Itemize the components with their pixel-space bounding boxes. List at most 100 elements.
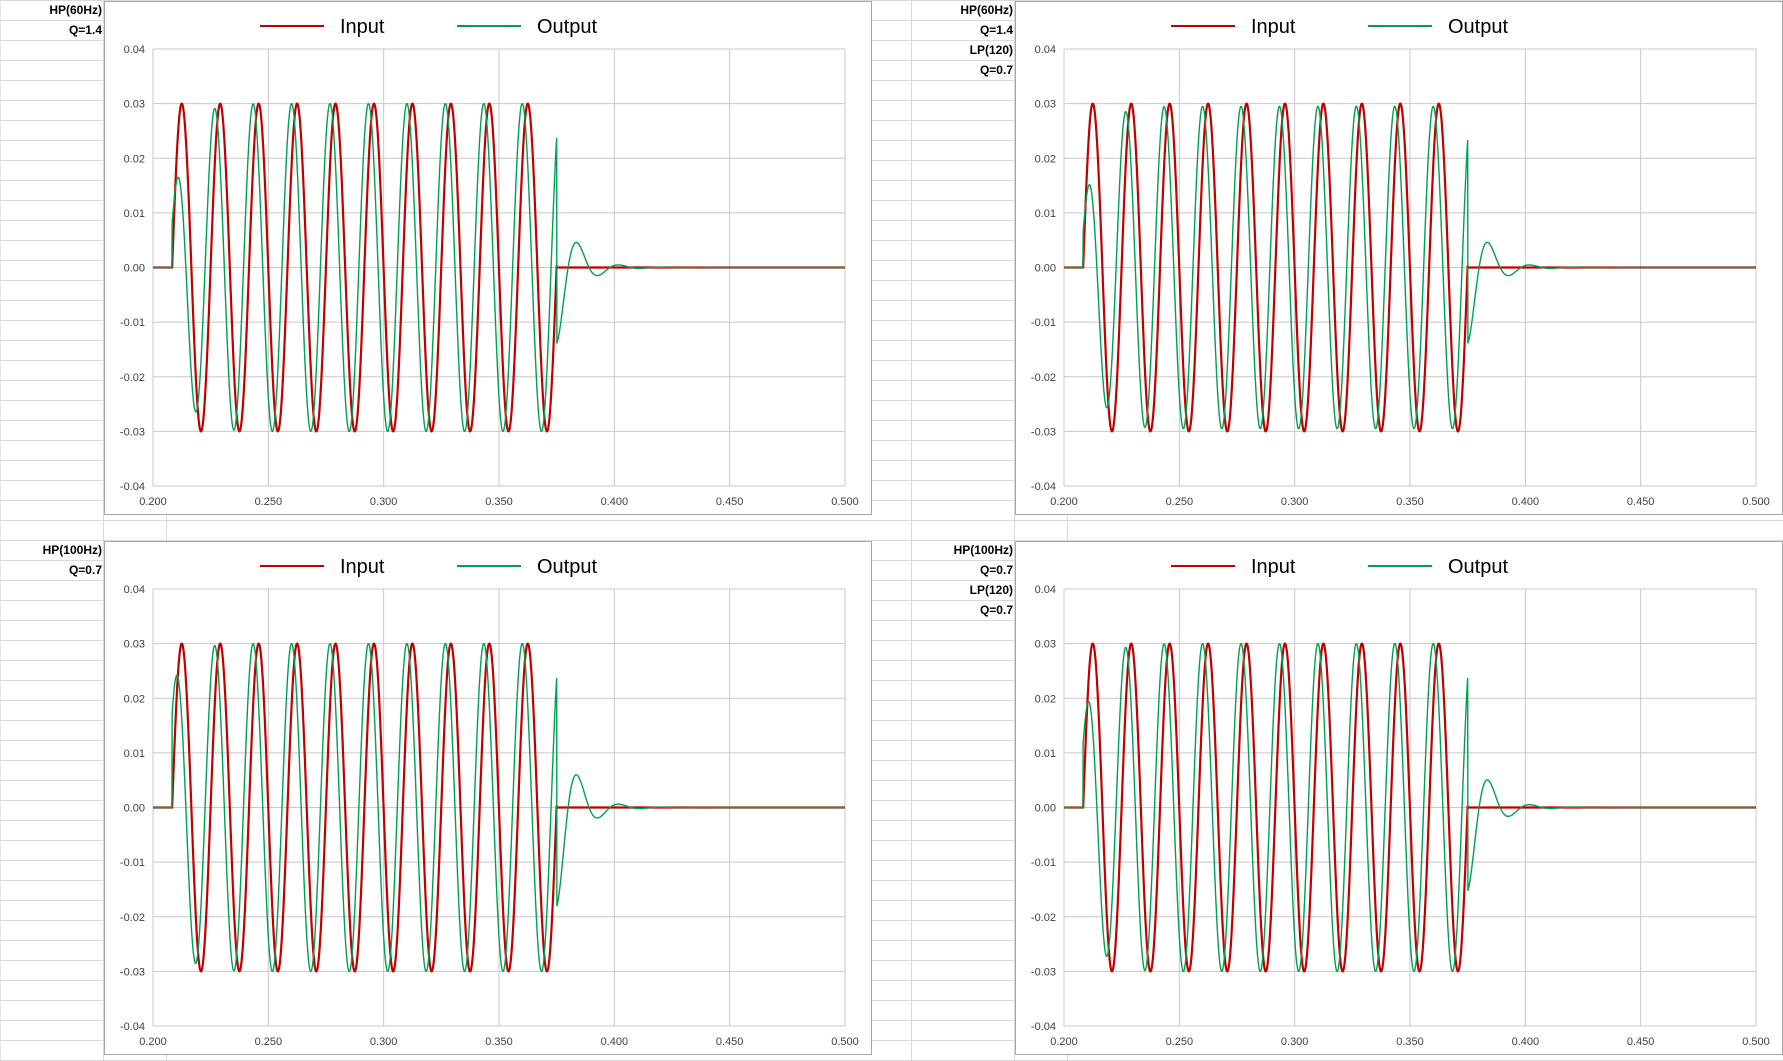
- x-tick-label: 0.300: [1281, 496, 1309, 508]
- y-tick-label: -0.04: [1031, 481, 1056, 493]
- note-line: [2, 600, 102, 620]
- y-tick-label: 0.04: [1035, 44, 1056, 56]
- chart-legend: Input Output: [1171, 16, 1508, 38]
- x-tick-label: 0.350: [485, 1036, 513, 1048]
- chart-panel[interactable]: Input Output 0.04 0.03 0.02 0.01 0.00 -0.01 -0.0…: [1015, 541, 1783, 1055]
- x-tick-label: 0.400: [601, 496, 629, 508]
- x-tick-label: 0.250: [1166, 1036, 1194, 1048]
- y-tick-label: -0.01: [120, 857, 145, 869]
- series-output-line: [153, 102, 845, 433]
- x-tick-label: 0.200: [139, 1036, 167, 1048]
- legend-label: Input: [1251, 16, 1296, 38]
- legend-label: Input: [340, 16, 385, 38]
- y-tick-label: 0.03: [1035, 99, 1056, 111]
- note-line: HP(60Hz): [960, 3, 1013, 17]
- note-line: Q=0.7: [979, 603, 1013, 617]
- y-tick-label: -0.02: [1031, 372, 1056, 384]
- y-tick-label: -0.03: [120, 966, 145, 978]
- note-line: HP(60Hz): [49, 3, 102, 17]
- note-line: [2, 40, 102, 60]
- legend-label: Output: [1448, 16, 1508, 38]
- y-tick-label: -0.02: [120, 912, 145, 924]
- chart-svg: Input Output 0.04 0.03 0.02 0.01 0.00 -0.01 -0.0…: [1031, 556, 1770, 1048]
- note-line: Q=0.7: [68, 563, 102, 577]
- x-tick-label: 0.500: [831, 1036, 859, 1048]
- sheet-column-line: [1067, 0, 1068, 1061]
- note-line: Q=1.4: [68, 23, 102, 37]
- sheet-column-line: [166, 0, 167, 1061]
- chart-svg: Input Output 0.04 0.03 0.02 0.01 0.00 -0.01 -0.0…: [120, 16, 859, 508]
- x-tick-label: 0.400: [601, 1036, 629, 1048]
- y-tick-label: 0.03: [124, 639, 145, 651]
- x-tick-label: 0.200: [139, 496, 167, 508]
- legend-label: Output: [1448, 556, 1508, 578]
- y-tick-label: 0.00: [1035, 803, 1056, 815]
- filter-notes: HP(100Hz) Q=0.7 LP(120) Q=0.7: [913, 540, 1013, 620]
- chart-legend: Input Output: [260, 16, 597, 38]
- sheet-column-line: [1014, 0, 1015, 1061]
- x-tick-label: 0.450: [1627, 496, 1655, 508]
- note-line: [2, 580, 102, 600]
- y-tick-label: 0.01: [1035, 748, 1056, 760]
- y-tick-label: -0.02: [1031, 912, 1056, 924]
- note-line: [2, 60, 102, 80]
- legend-label: Output: [537, 16, 597, 38]
- series-output-line: [1064, 642, 1756, 973]
- y-tick-label: 0.01: [124, 208, 145, 220]
- x-tick-label: 0.300: [370, 1036, 398, 1048]
- y-tick-label: 0.02: [124, 153, 145, 165]
- x-tick-label: 0.250: [1166, 496, 1194, 508]
- y-tick-label: -0.03: [120, 426, 145, 438]
- y-tick-label: -0.02: [120, 372, 145, 384]
- x-tick-label: 0.450: [716, 496, 744, 508]
- y-tick-label: -0.04: [120, 1021, 145, 1033]
- filter-notes: HP(100Hz) Q=0.7: [2, 540, 102, 620]
- x-tick-label: 0.400: [1512, 496, 1540, 508]
- legend-label: Input: [340, 556, 385, 578]
- x-tick-label: 0.250: [255, 496, 283, 508]
- x-tick-label: 0.500: [831, 496, 859, 508]
- x-tick-label: 0.450: [716, 1036, 744, 1048]
- y-tick-label: -0.01: [120, 317, 145, 329]
- chart-panel[interactable]: Input Output 0.04 0.03 0.02 0.01 0.00 -0.01 -0.0…: [104, 1, 872, 515]
- sheet-column-line: [911, 0, 912, 1061]
- y-tick-label: 0.00: [1035, 263, 1056, 275]
- y-tick-label: 0.03: [1035, 639, 1056, 651]
- sheet-column-line: [103, 0, 104, 1061]
- y-tick-label: 0.04: [124, 44, 145, 56]
- chart-panel[interactable]: Input Output 0.04 0.03 0.02 0.01 0.00 -0.01 -0.0…: [1015, 1, 1783, 515]
- x-tick-label: 0.500: [1742, 496, 1770, 508]
- x-tick-label: 0.200: [1050, 496, 1078, 508]
- y-tick-label: 0.02: [1035, 153, 1056, 165]
- x-tick-label: 0.300: [1281, 1036, 1309, 1048]
- chart-panel[interactable]: Input Output 0.04 0.03 0.02 0.01 0.00 -0.01 -0.0…: [104, 541, 872, 1055]
- y-tick-label: 0.04: [1035, 584, 1056, 596]
- y-tick-label: 0.02: [124, 693, 145, 705]
- y-tick-label: 0.02: [1035, 693, 1056, 705]
- note-line: LP(120): [969, 43, 1013, 57]
- series-output-line: [153, 642, 845, 973]
- chart-svg: Input Output 0.04 0.03 0.02 0.01 0.00 -0.01 -0.0…: [120, 556, 859, 1048]
- y-tick-label: -0.03: [1031, 966, 1056, 978]
- note-line: Q=1.4: [979, 23, 1013, 37]
- y-tick-label: -0.03: [1031, 426, 1056, 438]
- y-tick-label: 0.00: [124, 803, 145, 815]
- y-tick-label: -0.04: [120, 481, 145, 493]
- x-tick-label: 0.350: [1396, 1036, 1424, 1048]
- x-tick-label: 0.350: [1396, 496, 1424, 508]
- x-tick-label: 0.500: [1742, 1036, 1770, 1048]
- note-line: Q=0.7: [979, 563, 1013, 577]
- x-tick-label: 0.200: [1050, 1036, 1078, 1048]
- note-line: HP(100Hz): [42, 543, 102, 557]
- chart-svg: Input Output 0.04 0.03 0.02 0.01 0.00 -0.01 -0.0…: [1031, 16, 1770, 508]
- x-tick-label: 0.350: [485, 496, 513, 508]
- series-output-line: [1064, 105, 1756, 430]
- y-tick-label: 0.03: [124, 99, 145, 111]
- chart-legend: Input Output: [1171, 556, 1508, 578]
- y-tick-label: -0.01: [1031, 857, 1056, 869]
- y-tick-label: 0.04: [124, 584, 145, 596]
- y-tick-label: 0.00: [124, 263, 145, 275]
- y-tick-label: -0.04: [1031, 1021, 1056, 1033]
- legend-label: Input: [1251, 556, 1296, 578]
- x-tick-label: 0.400: [1512, 1036, 1540, 1048]
